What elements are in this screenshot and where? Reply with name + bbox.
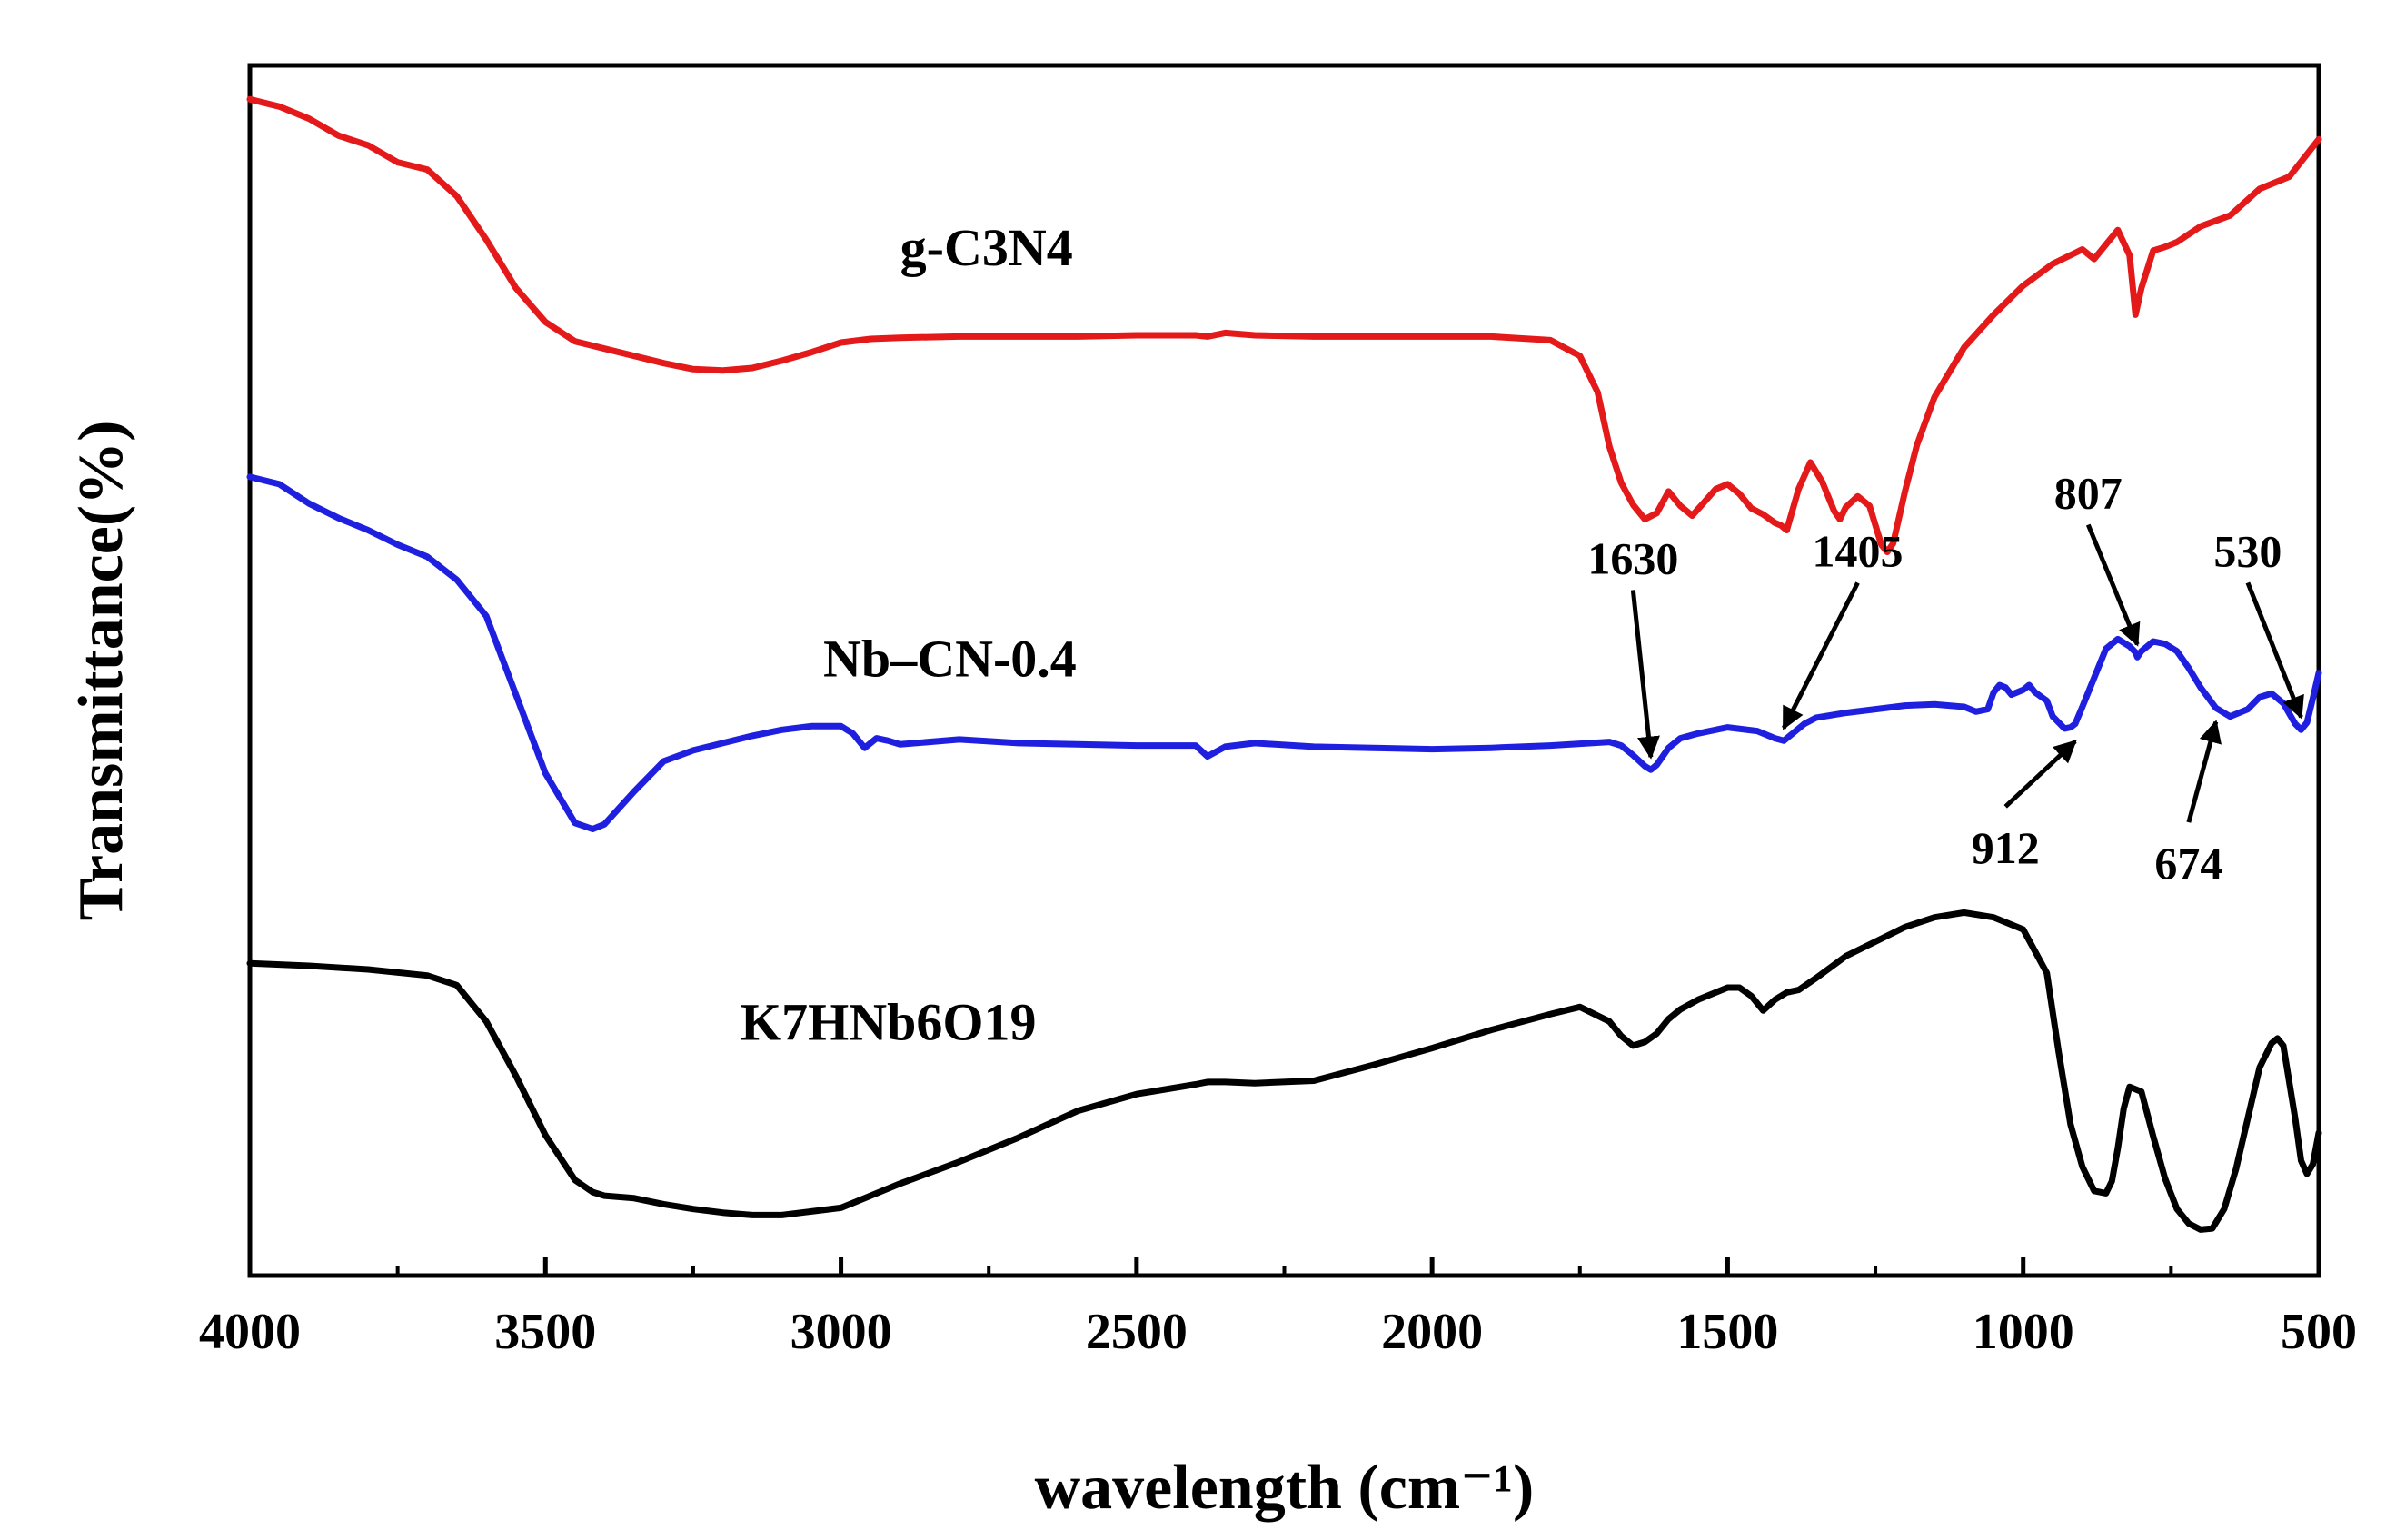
y-axis-title: Transmittance(%) xyxy=(66,421,136,921)
spectra-series xyxy=(246,95,2322,1233)
peak-arrow xyxy=(2245,581,2304,720)
x-axis-title: wavelength (cm⁻¹) xyxy=(1035,1453,1535,1523)
peak-label: 530 xyxy=(2213,525,2282,576)
x-axis-ticks xyxy=(247,1257,2321,1276)
series-line-k7hnb6o19 xyxy=(246,909,2322,1233)
peak-arrow xyxy=(2003,740,2077,809)
x-tick-label: 1000 xyxy=(1973,1304,2074,1360)
peak-label: 1405 xyxy=(1813,525,1904,576)
peak-arrow xyxy=(2085,523,2141,647)
x-tick-label: 4000 xyxy=(199,1304,301,1360)
peak-label: 807 xyxy=(2054,468,2123,519)
peak-arrow xyxy=(1630,590,1660,760)
peak-label: 674 xyxy=(2154,838,2222,889)
x-tick-label: 2000 xyxy=(1381,1304,1483,1360)
x-tick-label: 2500 xyxy=(1086,1304,1188,1360)
peak-label: 1630 xyxy=(1587,532,1678,583)
x-tick-label: 3000 xyxy=(790,1304,892,1360)
series-label: K7HNb6O19 xyxy=(741,992,1037,1051)
x-axis-tick-labels: 4000 3500 3000 2500 2000 1500 1000 500 xyxy=(199,1304,2357,1360)
peak-label: 912 xyxy=(1972,822,2040,873)
peak-annotations: 1630 1405 807 530 912 674 xyxy=(1587,468,2304,889)
x-tick-label: 1500 xyxy=(1676,1304,1778,1360)
x-tick-label: 3500 xyxy=(494,1304,596,1360)
series-label: g-C3N4 xyxy=(900,218,1073,277)
x-tick-label: 500 xyxy=(2281,1304,2357,1360)
series-line-g-c3n4 xyxy=(246,95,2322,555)
series-line-nb-cn-0-4 xyxy=(246,473,2322,832)
series-labels: g-C3N4 Nb–CN-0.4 K7HNb6O19 xyxy=(741,218,1077,1051)
peak-arrow xyxy=(2186,720,2222,823)
series-label: Nb–CN-0.4 xyxy=(823,630,1077,689)
plot-frame xyxy=(247,63,2321,1278)
peak-arrow xyxy=(1782,581,1860,730)
